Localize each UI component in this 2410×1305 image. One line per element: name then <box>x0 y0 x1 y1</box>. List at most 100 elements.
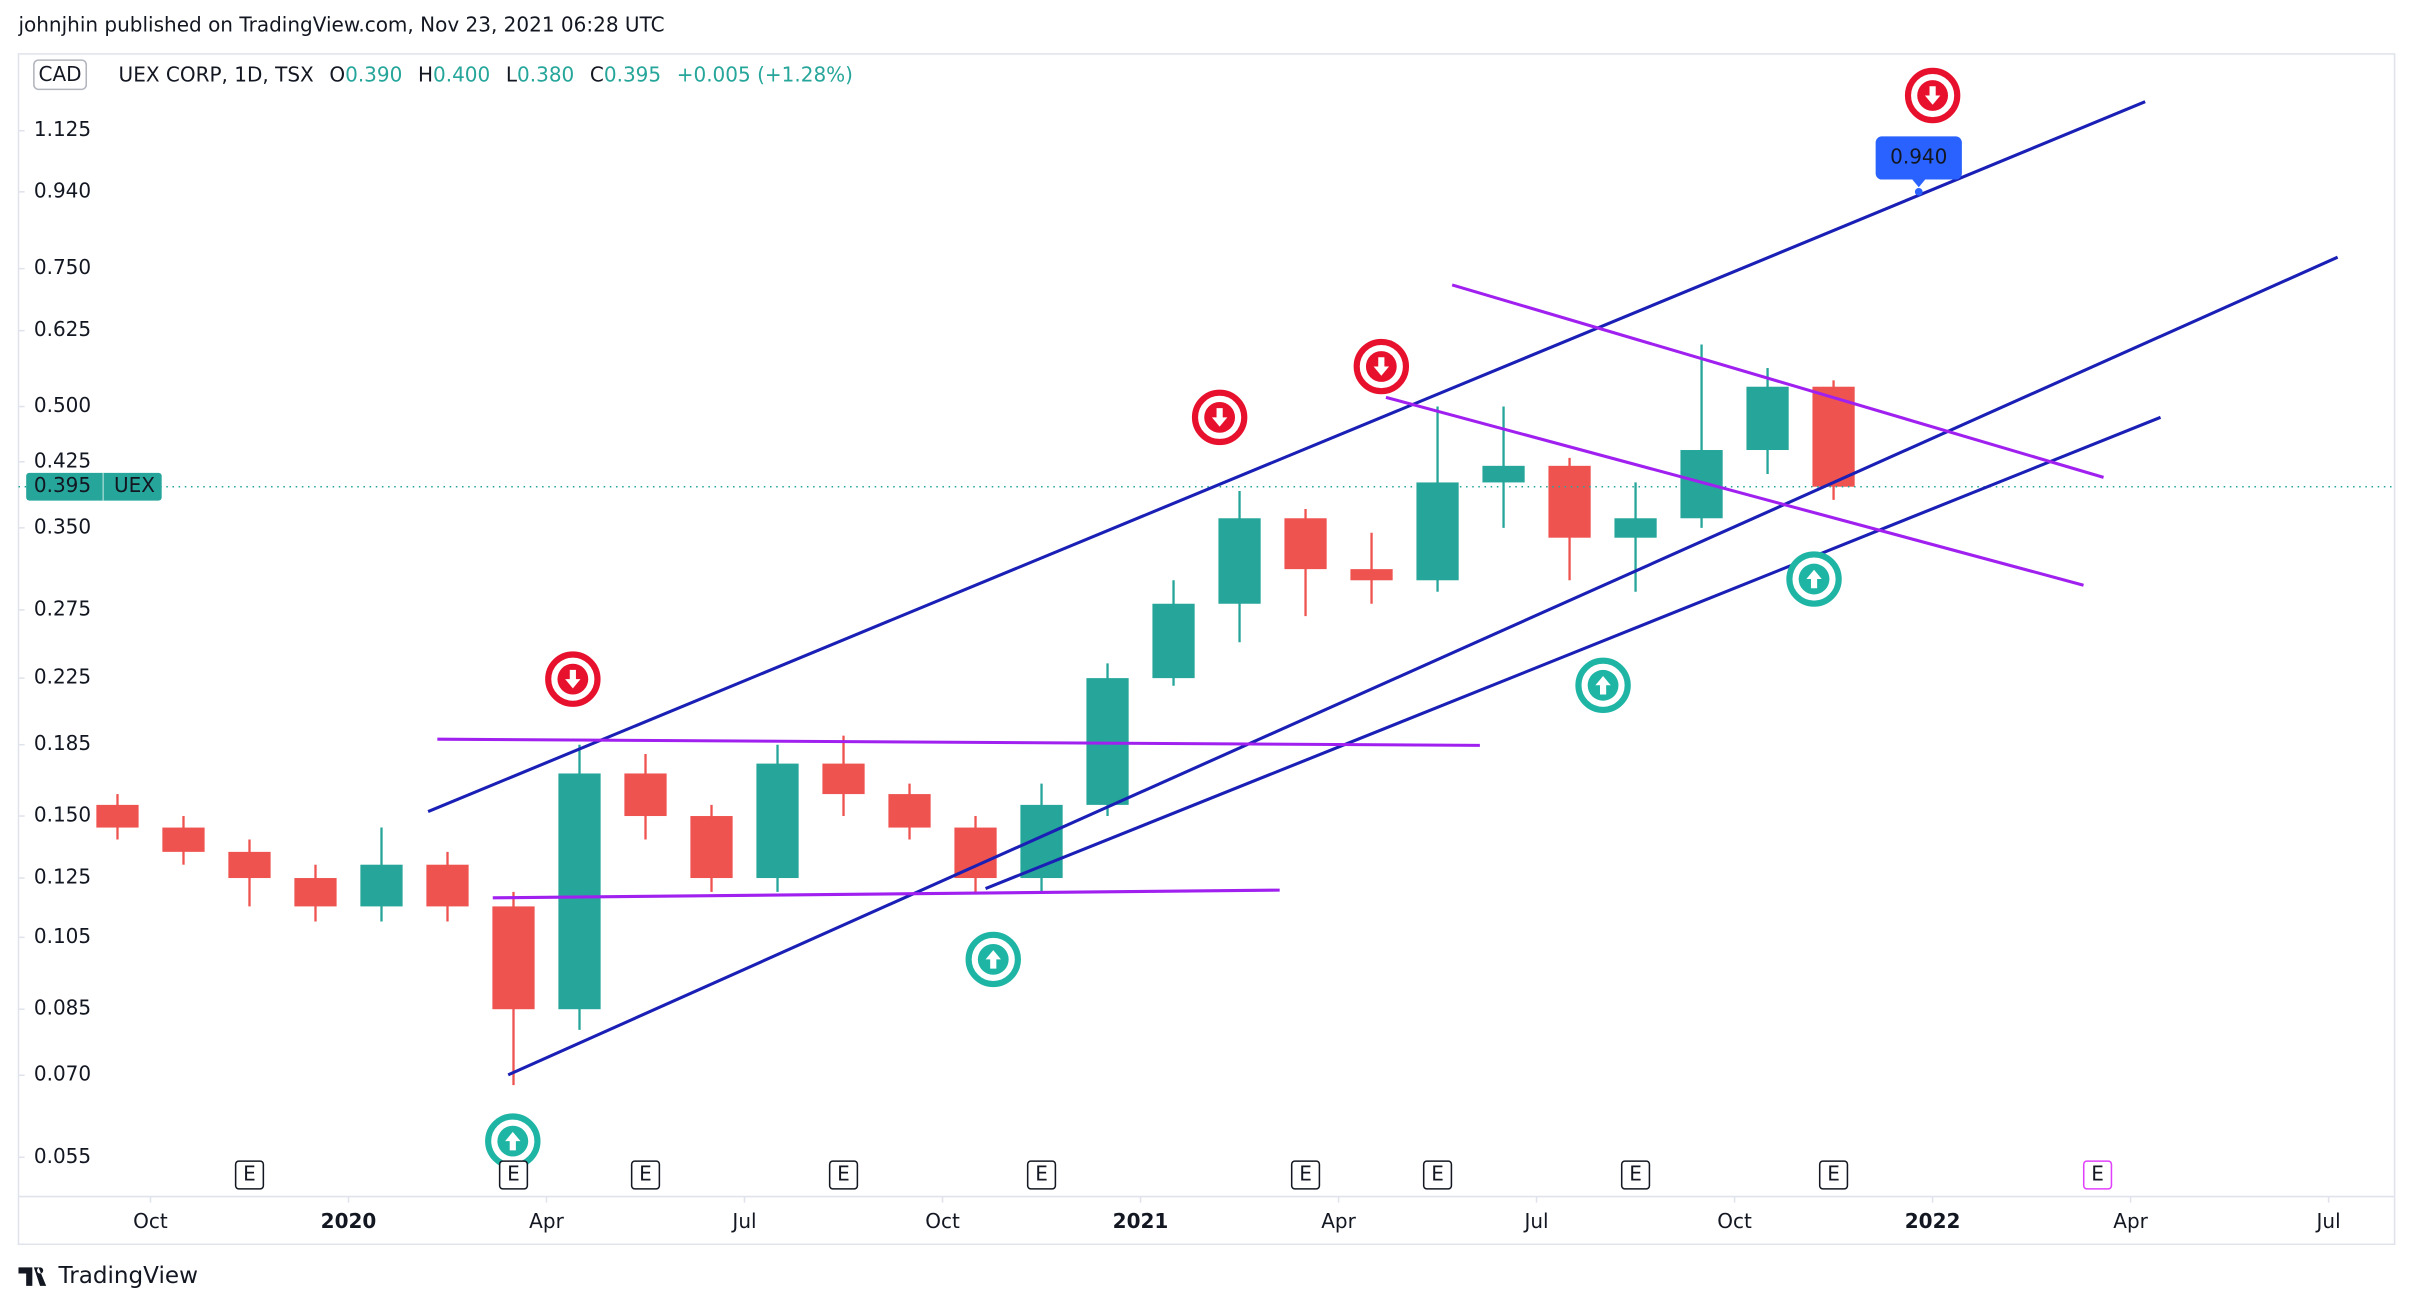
callout-pointer <box>1911 177 1927 188</box>
y-tick-label: 0.125 <box>34 865 91 889</box>
candle-body <box>162 827 205 852</box>
down-arrow <box>1904 67 1961 124</box>
trend-line <box>1385 395 2084 587</box>
earnings-label: E <box>1629 1162 1642 1186</box>
overlay: 0.395 UEX 0.940 E E E E E E E E E E <box>26 136 2113 1190</box>
x-tick-label: Apr <box>2113 1209 2148 1233</box>
candle-body <box>756 763 799 879</box>
earnings-box <box>1422 1160 1453 1190</box>
y-tick-label: 0.225 <box>34 665 91 689</box>
candle-body <box>624 773 667 817</box>
symbol: UEX CORP, 1D, TSX <box>119 62 314 86</box>
earnings-box <box>828 1160 859 1190</box>
y-tick-label: 0.350 <box>34 514 91 538</box>
drawings <box>427 100 2339 1077</box>
y-tick-label: 0.750 <box>34 255 91 279</box>
target-point <box>1914 187 1923 196</box>
earnings-label: E <box>1827 1162 1840 1186</box>
trend-line <box>492 888 1280 900</box>
candle-body <box>360 864 403 907</box>
earnings-label: E <box>639 1162 652 1186</box>
earnings-box <box>234 1160 265 1190</box>
change: +0.005 (+1.28%) <box>677 62 853 86</box>
candle-body <box>294 878 337 907</box>
x-tick-label: Jul <box>1522 1209 1548 1233</box>
trend-line <box>427 100 2146 813</box>
trend-line <box>507 255 2339 1077</box>
earnings-label: E <box>1299 1162 1312 1186</box>
y-tick-label: 0.105 <box>34 924 91 948</box>
earnings-label: E <box>1035 1162 1048 1186</box>
x-tick-label: 2022 <box>1905 1209 1961 1233</box>
trend-line <box>437 737 1480 747</box>
target-label: 0.940 <box>1890 144 1947 168</box>
ticker-label: UEX <box>114 473 155 497</box>
earnings-box <box>498 1160 529 1190</box>
earnings-box <box>1620 1160 1651 1190</box>
o-label: O <box>329 62 345 86</box>
candle-body <box>1350 569 1393 581</box>
candle-body <box>1152 603 1195 679</box>
currency-box <box>33 59 88 91</box>
candle-body <box>954 827 997 879</box>
candle-body <box>426 864 469 907</box>
candle-body <box>492 906 535 1010</box>
x-tick-label: 2020 <box>321 1209 377 1233</box>
candle-body <box>1680 450 1723 519</box>
candle-body <box>822 763 865 795</box>
candle-body <box>228 851 271 879</box>
down-arrow <box>1353 338 1410 395</box>
x-tick-label: Oct <box>925 1209 960 1233</box>
last-price-label: 0.395 <box>34 473 91 497</box>
low: 0.380 <box>517 62 574 86</box>
earnings-label: E <box>1431 1162 1444 1186</box>
earnings-label: E <box>243 1162 256 1186</box>
earnings-box <box>630 1160 661 1190</box>
x-tick-label: Oct <box>1717 1209 1752 1233</box>
arrows <box>485 67 1961 1169</box>
close: 0.395 <box>604 62 661 86</box>
candle-body <box>1284 518 1327 570</box>
candle-body <box>96 804 139 828</box>
up-arrow <box>485 1113 541 1169</box>
trend-line <box>1451 283 2104 479</box>
y-tick-label: 0.185 <box>34 731 91 755</box>
earnings-label: E <box>837 1162 850 1186</box>
publisher: johnjhin published on TradingView.com, N… <box>17 13 664 37</box>
y-tick-label: 0.055 <box>34 1144 91 1168</box>
x-tick-label: Apr <box>529 1209 564 1233</box>
high: 0.400 <box>433 62 490 86</box>
candle-body <box>558 773 601 1010</box>
y-tick-label: 0.425 <box>34 448 91 472</box>
plot: 0.055 0.070 0.085 0.105 0.125 0.150 0.185 0.225… <box>18 117 2395 1233</box>
candle-body <box>1416 482 1459 581</box>
up-arrow <box>1786 551 1842 607</box>
x-tick-label: Jul <box>2315 1209 2341 1233</box>
down-arrow <box>1191 389 1248 446</box>
c-label: C <box>590 62 604 86</box>
brand: TradingView <box>58 1263 198 1289</box>
h-label: H <box>418 62 433 86</box>
down-arrow <box>545 651 601 707</box>
candle-body <box>888 794 931 828</box>
y-tick-label: 0.085 <box>34 996 91 1020</box>
y-tick-label: 0.940 <box>34 178 91 202</box>
candle-body <box>1614 518 1657 538</box>
candle-body <box>1086 678 1129 805</box>
y-tick-label: 0.150 <box>34 803 91 827</box>
y-tick-label: 1.125 <box>34 117 91 141</box>
earnings-label: E <box>2091 1162 2104 1186</box>
x-tick-label: Apr <box>1321 1209 1356 1233</box>
open: 0.390 <box>345 62 402 86</box>
up-arrow <box>965 931 1021 988</box>
y-tick-label: 0.070 <box>34 1062 91 1086</box>
earnings-box <box>1290 1160 1321 1190</box>
earnings-box <box>2082 1160 2113 1190</box>
l-label: L <box>506 62 518 86</box>
candle-body <box>1746 386 1789 451</box>
trend-line <box>984 415 2162 891</box>
chart-frame <box>17 53 2396 1246</box>
earnings-box <box>1818 1160 1849 1190</box>
